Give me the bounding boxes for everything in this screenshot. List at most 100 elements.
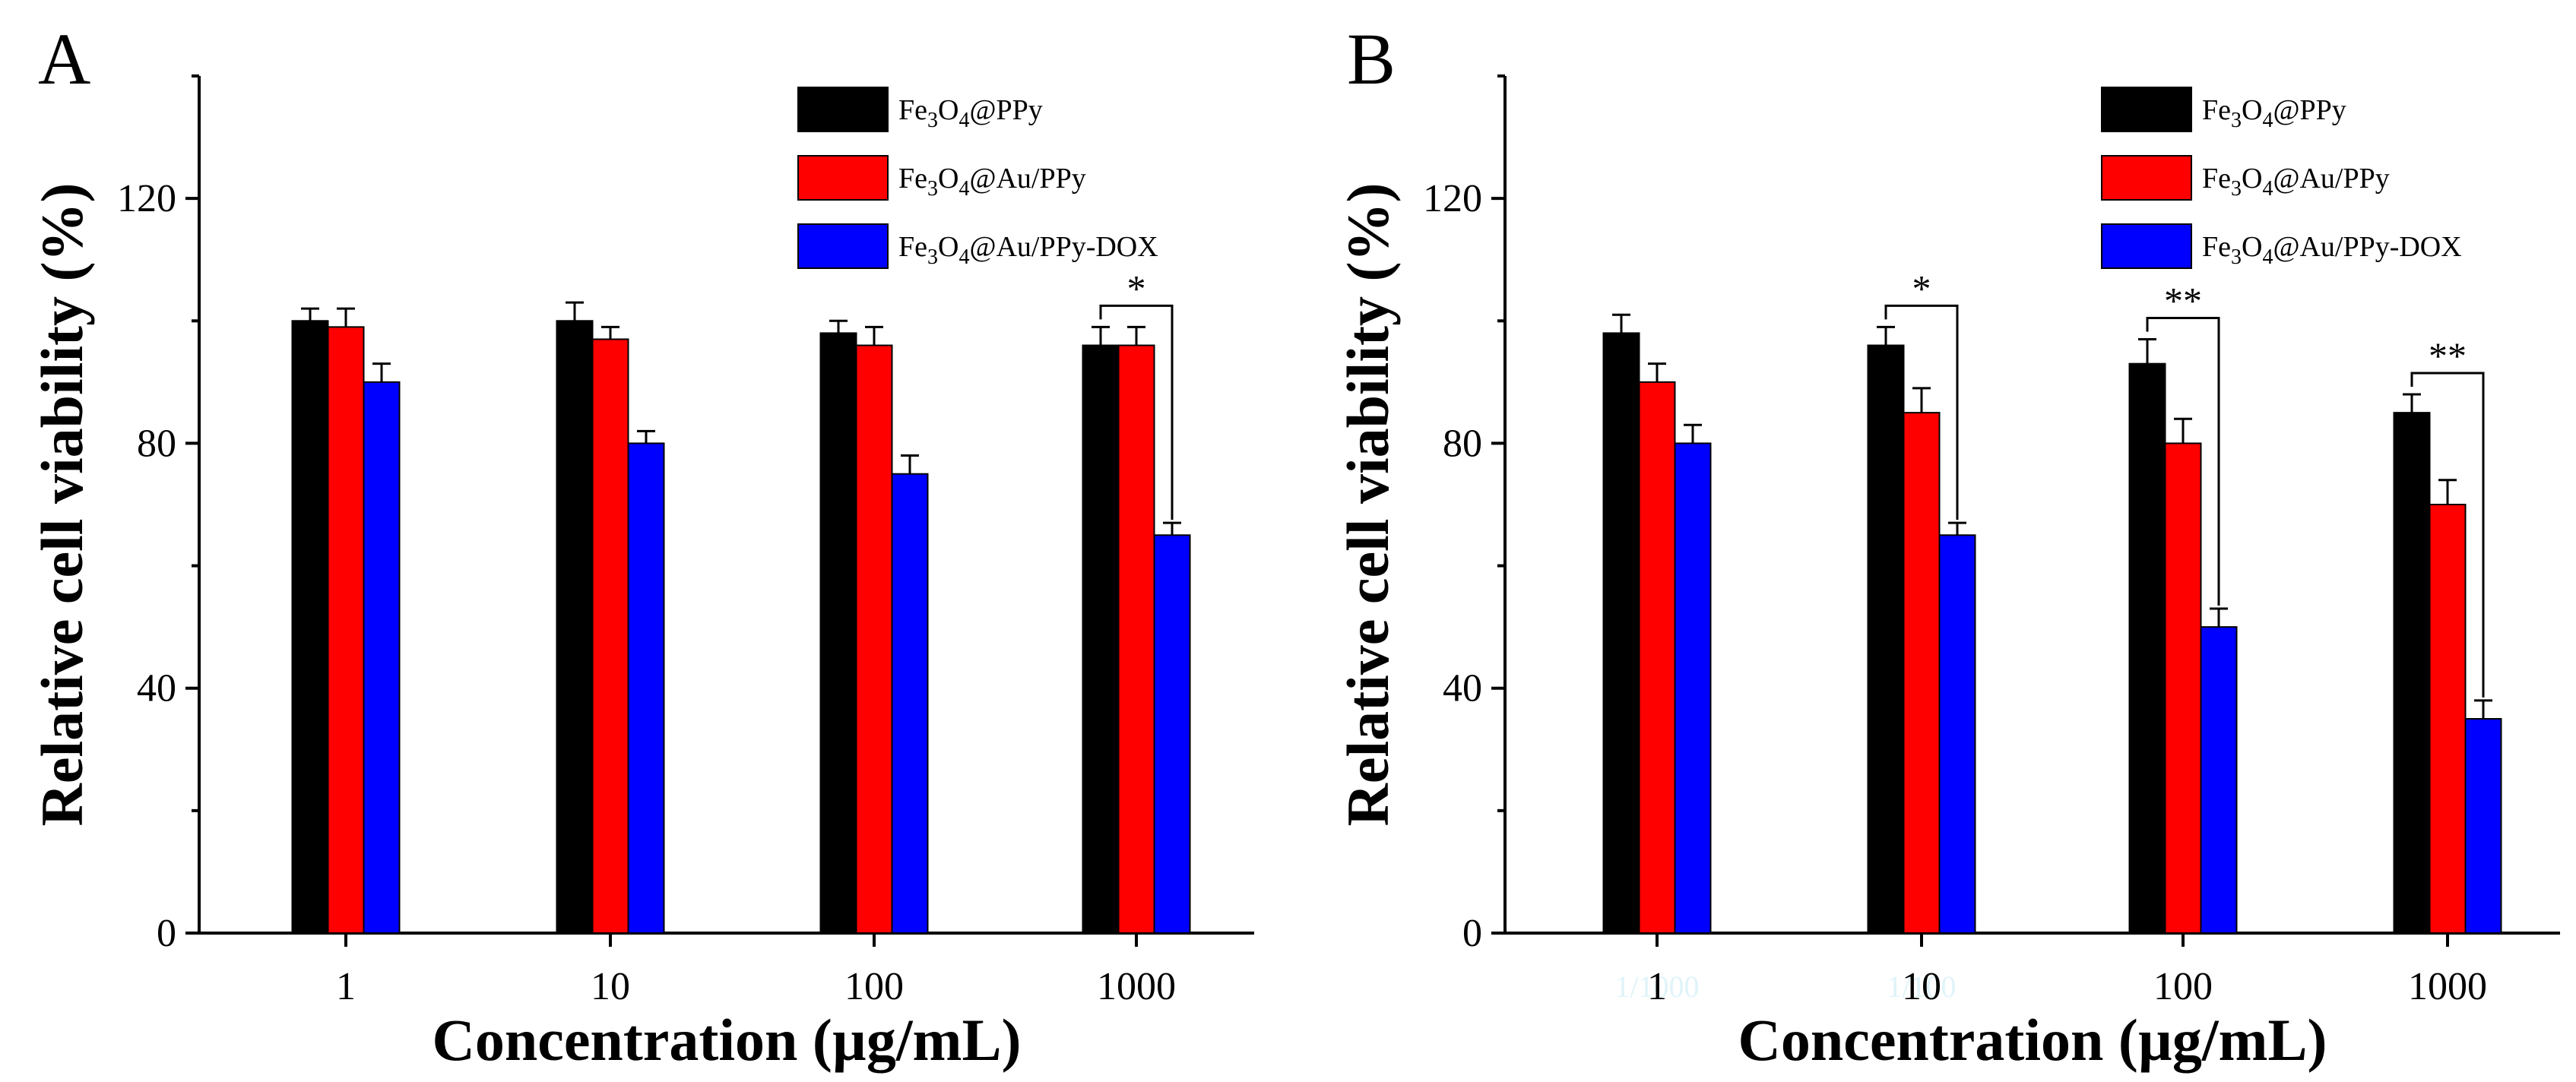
bar-a-s0-c1 xyxy=(556,320,594,934)
bar-a-s1-c0 xyxy=(327,326,365,935)
x-tick-label: 1000 xyxy=(2408,965,2487,1008)
legend-subscript: 3 xyxy=(927,245,938,269)
bar-a-s0-c3 xyxy=(1082,344,1120,934)
x-axis-title: Concentration (µg/mL) xyxy=(432,1007,1021,1073)
bar-b-s2-c3 xyxy=(2464,718,2502,934)
bar-a-s2-c0 xyxy=(363,381,401,935)
y-tick-label: 0 xyxy=(1462,912,1482,955)
legend-swatch-1 xyxy=(2101,155,2192,201)
x-axis-title: Concentration (µg/mL) xyxy=(1738,1007,2327,1073)
legend-text-part: O xyxy=(938,231,958,263)
bar-b-s0-c0 xyxy=(1602,332,1640,934)
legend-swatch-2 xyxy=(797,223,889,269)
x-tick-label: 1000 xyxy=(1097,965,1176,1008)
bar-a-s1-c1 xyxy=(591,338,629,934)
significance-bracket xyxy=(1884,304,1959,520)
legend-swatch-2 xyxy=(2101,223,2192,269)
legend-text-part: O xyxy=(938,94,958,126)
x-tick-label: 100 xyxy=(844,965,904,1008)
bar-b-s0-c3 xyxy=(2393,412,2431,934)
legend-subscript: 3 xyxy=(2231,109,2242,132)
legend-subscript: 3 xyxy=(927,177,938,201)
legend-label-1: Fe3O4@Au/PPy xyxy=(2202,163,2390,201)
significance-label: * xyxy=(1127,267,1146,309)
bar-a-s0-c2 xyxy=(819,332,857,934)
y-tick-label: 80 xyxy=(1443,422,1482,465)
legend-label-2: Fe3O4@Au/PPy-DOX xyxy=(2202,231,2462,269)
significance-label: ** xyxy=(2164,279,2202,321)
bar-a-s2-c2 xyxy=(891,473,929,934)
y-axis-title: Relative cell viability (%) xyxy=(29,183,95,827)
legend-text-part: Fe xyxy=(898,163,927,195)
legend-subscript: 4 xyxy=(958,177,969,201)
legend-swatch-0 xyxy=(2101,87,2192,132)
bar-b-s2-c0 xyxy=(1674,442,1712,934)
legend-text-part: O xyxy=(2242,231,2262,263)
faint-tick-label: 1/100 xyxy=(1887,970,1956,1004)
panel-letter: B xyxy=(1347,18,1396,100)
bar-b-s2-c2 xyxy=(2200,626,2238,935)
legend-subscript: 4 xyxy=(958,109,969,132)
bar-a-s1-c2 xyxy=(855,344,893,934)
x-tick-label: 10 xyxy=(591,965,630,1008)
legend-subscript: 3 xyxy=(2231,177,2242,201)
y-tick-label: 80 xyxy=(137,422,176,465)
legend-text-part: @Au/PPy xyxy=(2273,163,2389,195)
legend-text-part: Fe xyxy=(898,94,927,126)
legend-text-part: Fe xyxy=(898,231,927,263)
significance-bracket xyxy=(2410,372,2485,698)
legend-text-part: @Au/PPy xyxy=(969,163,1085,195)
x-tick-label: 100 xyxy=(2153,965,2213,1008)
legend-swatch-0 xyxy=(797,87,889,132)
bar-a-s2-c3 xyxy=(1153,534,1191,934)
bar-b-s2-c1 xyxy=(1938,534,1976,934)
bar-b-s1-c2 xyxy=(2164,442,2202,934)
legend-subscript: 4 xyxy=(2262,109,2273,132)
legend-text-part: Fe xyxy=(2202,163,2231,195)
legend-text-part: @Au/PPy-DOX xyxy=(2273,231,2461,263)
legend-text-part: O xyxy=(2242,94,2262,126)
x-tick-label: 10 xyxy=(1902,965,1941,1008)
legend-text-part: @PPy xyxy=(2273,94,2346,126)
y-tick-label: 40 xyxy=(137,667,176,710)
legend-text-part: Fe xyxy=(2202,231,2231,263)
y-tick-label: 0 xyxy=(157,912,176,955)
legend-subscript: 4 xyxy=(958,245,969,269)
y-tick-label: 40 xyxy=(1443,667,1482,710)
legend-text-part: @PPy xyxy=(969,94,1042,126)
faint-tick-label: 1/1000 xyxy=(1614,970,1699,1004)
legend-text-part: O xyxy=(2242,163,2262,195)
legend-swatch-1 xyxy=(797,155,889,201)
bar-b-s0-c1 xyxy=(1867,344,1905,934)
legend-label-2: Fe3O4@Au/PPy-DOX xyxy=(898,231,1158,269)
y-tick-label: 120 xyxy=(1423,177,1482,220)
legend-text-part: @Au/PPy-DOX xyxy=(969,231,1158,263)
x-tick-label: 1 xyxy=(1647,965,1667,1008)
bar-a-s2-c1 xyxy=(627,442,665,934)
bar-b-s0-c2 xyxy=(2128,362,2166,934)
panel-letter: A xyxy=(38,18,90,100)
significance-bracket xyxy=(2146,316,2220,606)
legend-subscript: 3 xyxy=(2231,245,2242,269)
bar-b-s1-c0 xyxy=(1638,381,1676,935)
y-tick-label: 120 xyxy=(117,177,176,220)
legend-label-0: Fe3O4@PPy xyxy=(898,94,1043,132)
legend-subscript: 3 xyxy=(927,109,938,132)
legend-label-0: Fe3O4@PPy xyxy=(2202,94,2346,132)
bar-b-s1-c1 xyxy=(1903,412,1941,934)
legend-label-1: Fe3O4@Au/PPy xyxy=(898,163,1086,201)
y-axis-title: Relative cell viability (%) xyxy=(1335,183,1401,827)
legend-text-part: O xyxy=(938,163,958,195)
bar-a-s1-c3 xyxy=(1117,344,1155,934)
bar-a-s0-c0 xyxy=(291,320,329,934)
significance-label: * xyxy=(1912,267,1931,309)
legend-text-part: Fe xyxy=(2202,94,2231,126)
significance-label: ** xyxy=(2429,334,2467,377)
x-tick-label: 1 xyxy=(336,965,356,1008)
legend-subscript: 4 xyxy=(2262,245,2273,269)
bar-b-s1-c3 xyxy=(2429,504,2467,934)
